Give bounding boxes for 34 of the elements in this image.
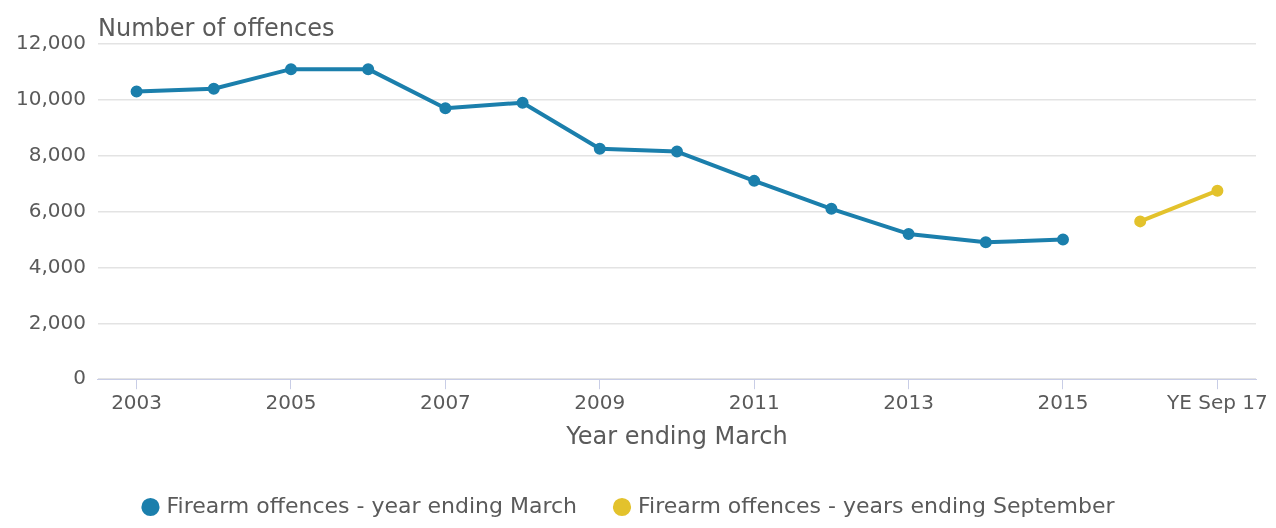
x-tick-label: 2003 (111, 390, 163, 415)
y-tick-label: 10,000 (16, 86, 86, 111)
point (1134, 215, 1147, 228)
y-tick-label: 6,000 (28, 197, 86, 222)
point (1057, 233, 1069, 246)
point (593, 142, 606, 155)
point (902, 227, 915, 240)
point (979, 236, 992, 249)
legend-label: Firearm offences - years ending September (638, 492, 1116, 518)
point (670, 145, 683, 158)
legend-label: Firearm offences - year ending March (166, 492, 578, 518)
point (1211, 184, 1224, 197)
y-tick-label: 4,000 (28, 253, 86, 278)
x-axis-title: Year ending March (565, 421, 788, 450)
y-tick-label: 2,000 (28, 309, 86, 334)
x-tick-label: 2015 (1037, 390, 1089, 415)
x-tick-label: 2005 (265, 390, 317, 415)
point (130, 85, 143, 98)
x-tick-label: YE Sep 17 (1166, 390, 1268, 415)
y-tick-label: 12,000 (16, 30, 86, 55)
point (207, 82, 220, 95)
x-tick-label: 2011 (728, 390, 780, 415)
y-tick-label: 0 (73, 365, 86, 390)
x-tick-label: 2007 (419, 390, 471, 415)
point (516, 96, 529, 109)
point (284, 63, 297, 76)
point (439, 102, 452, 115)
point (362, 63, 375, 76)
y-axis-title: Number of offences (97, 14, 335, 43)
point (825, 202, 838, 215)
x-tick-label: 2009 (574, 390, 626, 415)
y-tick-label: 8,000 (28, 141, 86, 166)
x-tick-label: 2013 (883, 390, 935, 415)
point (748, 174, 761, 187)
